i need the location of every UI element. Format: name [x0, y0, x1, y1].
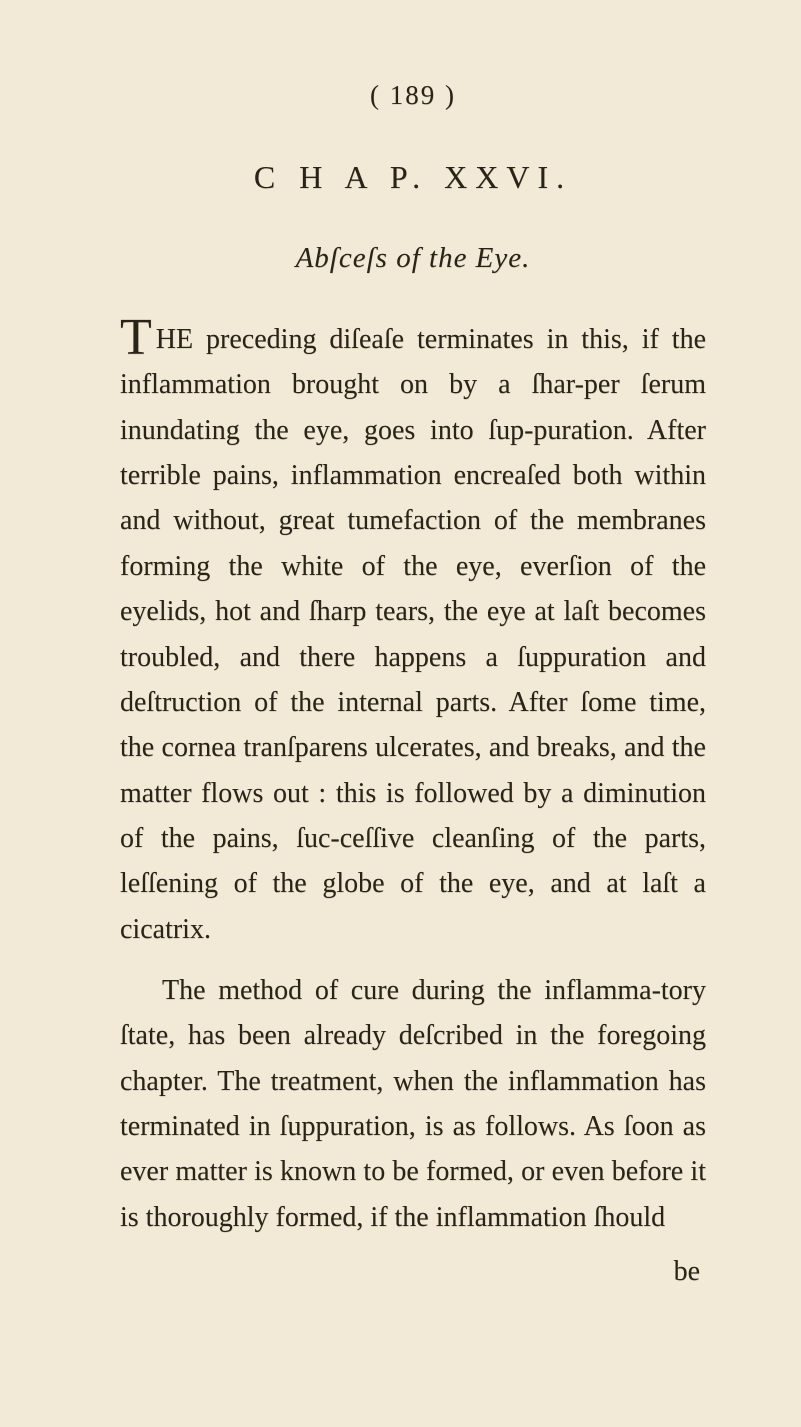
paragraph-1: THE preceding diſeaſe terminates in this… [120, 317, 706, 952]
catchword: be [120, 1256, 706, 1288]
paragraph-1-text: HE preceding diſeaſe terminates in this,… [120, 324, 706, 945]
paragraph-2: The method of cure during the inflamma-t… [120, 968, 706, 1240]
body-text: THE preceding diſeaſe terminates in this… [120, 317, 706, 1240]
scanned-book-page: ( 189 ) C H A P. XXVI. Abſceſs of the Ey… [0, 0, 801, 1427]
drop-cap: T [120, 309, 156, 366]
page-number: ( 189 ) [120, 80, 706, 111]
section-sub-heading: Abſceſs of the Eye. [120, 242, 706, 275]
chapter-heading: C H A P. XXVI. [120, 159, 706, 196]
